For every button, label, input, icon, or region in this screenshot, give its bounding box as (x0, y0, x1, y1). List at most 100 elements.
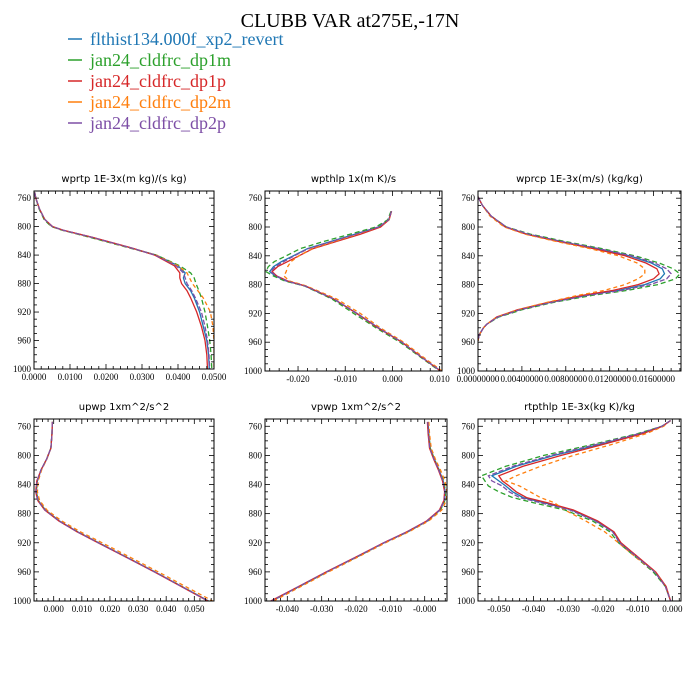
plot-frame (477, 190, 682, 372)
panel-4: upwp 1xm^2/s^2 760 800 840 880 920 960 1000 0.00… (13, 402, 215, 614)
plot-frame (264, 190, 443, 372)
panel-6: rtpthlp 1E-3x(kg K)/kg 760 800 840 880 920 960… (457, 402, 683, 614)
series-line-4 (283, 211, 442, 371)
series-group (34, 192, 214, 369)
legend-label: flthist134.000f_xp2_revert (90, 29, 283, 49)
x-tick-label: 0.000 (382, 374, 403, 384)
y-tick-label: 920 (249, 308, 263, 318)
y-tick-label: 1000 (244, 596, 263, 606)
series-line-4 (34, 192, 214, 369)
x-tick-label: 0.010 (430, 374, 451, 384)
series-line-4 (478, 196, 646, 341)
y-tick-label: 1000 (13, 364, 32, 374)
series-line-2 (480, 419, 672, 601)
series-line-4 (504, 419, 672, 601)
y-tick-label: 760 (249, 193, 263, 203)
plot-frame (264, 418, 448, 602)
y-tick-label: 1000 (457, 596, 476, 606)
x-tick-label: -0.000 (413, 604, 437, 614)
panel-2: wpthlp 1x(m K)/s 760 800 840 880 920 960 1000 -0… (244, 174, 450, 384)
series-line-3 (478, 196, 660, 341)
legend-label: jan24_cldfrc_dp1m (89, 50, 231, 70)
series-group (35, 421, 213, 601)
series-line-1 (35, 421, 209, 601)
legend-label: jan24_cldfrc_dp2p (89, 113, 226, 133)
x-tick-label: -0.020 (344, 604, 368, 614)
series-group (480, 419, 672, 601)
panel-title: upwp 1xm^2/s^2 (79, 402, 169, 413)
y-tick-label: 880 (249, 509, 263, 519)
x-tick-label: 0.0500 (202, 372, 227, 382)
series-line-4 (36, 421, 213, 601)
plot-frame (33, 190, 215, 370)
series-line-3 (35, 421, 209, 601)
y-tick-label: 960 (249, 337, 263, 347)
x-tick-label: 0.050 (184, 604, 205, 614)
x-tick-label: -0.020 (286, 374, 310, 384)
y-tick-label: 840 (462, 480, 476, 490)
series-line-5 (271, 421, 446, 601)
series-line-5 (269, 210, 441, 371)
x-tick-label: 0.000 (662, 604, 683, 614)
y-tick-label: 920 (18, 307, 32, 317)
y-tick-label: 1000 (457, 366, 476, 376)
y-tick-label: 960 (18, 567, 32, 577)
series-line-3 (34, 192, 209, 369)
y-tick-label: 800 (18, 222, 32, 232)
y-tick-label: 880 (18, 509, 32, 519)
series-line-2 (478, 196, 681, 341)
x-tick-label: -0.040 (276, 604, 300, 614)
y-tick-label: 920 (462, 308, 476, 318)
x-tick-label: 0.000 (44, 604, 65, 614)
panel-3: wprcp 1E-3x(m/s) (kg/kg) 760 800 840 880 920 9… (457, 174, 682, 384)
y-tick-label: 800 (18, 450, 32, 460)
y-tick-label: 800 (462, 450, 476, 460)
series-group (265, 210, 442, 371)
x-tick-label: 0.0400 (166, 372, 191, 382)
x-tick-label: -0.050 (487, 604, 511, 614)
y-tick-label: 960 (462, 567, 476, 577)
panel-title: rtpthlp 1E-3x(kg K)/kg (524, 402, 635, 413)
x-tick-label: 0.020 (100, 604, 121, 614)
series-line-3 (271, 211, 441, 371)
x-tick-label: 0.030 (128, 604, 149, 614)
y-tick-label: 840 (249, 480, 263, 490)
panel-5: vpwp 1xm^2/s^2 760 800 840 880 920 960 1000 -0.0… (244, 402, 448, 614)
series-line-5 (478, 196, 672, 341)
series-group (478, 196, 681, 341)
x-tick-label: 0.0300 (130, 372, 155, 382)
x-tick-label: 0.00000000 (457, 374, 500, 384)
legend: flthist134.000f_xp2_revertjan24_cldfrc_d… (68, 29, 283, 133)
series-line-3 (270, 421, 446, 601)
y-tick-label: 920 (18, 538, 32, 548)
y-tick-label: 880 (462, 509, 476, 519)
y-tick-label: 760 (249, 421, 263, 431)
series-line-1 (271, 421, 446, 601)
y-tick-label: 800 (249, 450, 263, 460)
series-line-4 (273, 421, 447, 601)
panel-title: wprtp 1E-3x(m kg)/(s kg) (61, 174, 186, 185)
y-tick-label: 760 (462, 421, 476, 431)
x-tick-label: 0.0100 (58, 372, 83, 382)
legend-label: jan24_cldfrc_dp1p (89, 71, 226, 91)
series-group (270, 421, 447, 601)
y-tick-label: 1000 (13, 596, 32, 606)
x-tick-label: -0.010 (334, 374, 358, 384)
y-tick-label: 840 (18, 480, 32, 490)
x-tick-label: 0.00400000 (501, 374, 544, 384)
plot-frame (477, 418, 682, 602)
plot-frame (33, 418, 215, 602)
x-tick-label: 0.00800000 (544, 374, 587, 384)
x-tick-label: -0.010 (626, 604, 650, 614)
y-tick-label: 1000 (244, 366, 263, 376)
series-line-5 (487, 419, 672, 601)
panel-title: wprcp 1E-3x(m/s) (kg/kg) (516, 174, 643, 185)
y-tick-label: 920 (462, 538, 476, 548)
y-tick-label: 840 (18, 250, 32, 260)
panel-title: vpwp 1xm^2/s^2 (311, 402, 401, 413)
panel-1: wprtp 1E-3x(m kg)/(s kg) 760 800 840 880 920 9… (13, 174, 227, 382)
x-tick-label: -0.020 (591, 604, 615, 614)
series-line-2 (35, 421, 209, 601)
series-line-5 (35, 421, 209, 601)
series-line-1 (34, 192, 210, 369)
